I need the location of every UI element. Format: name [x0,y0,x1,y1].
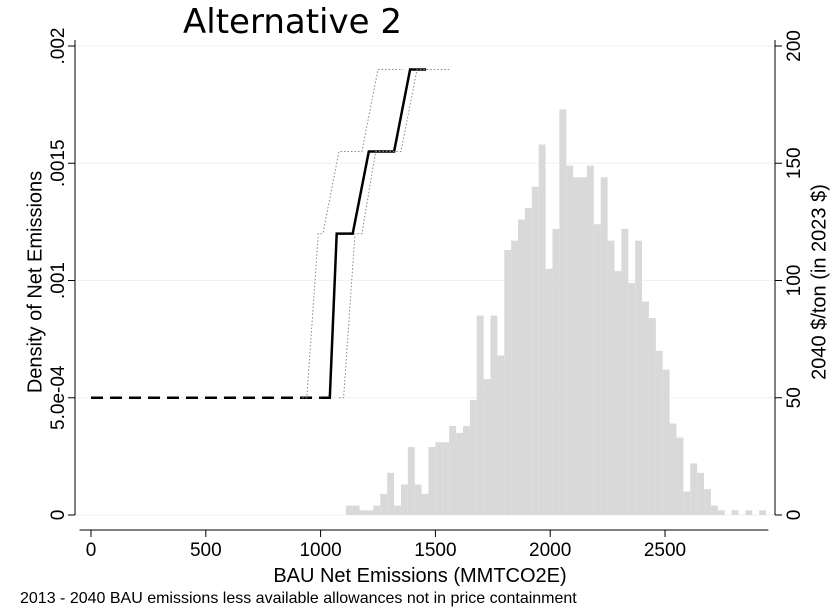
chart-footnote: 2013 - 2040 BAU emissions less available… [20,590,577,607]
histogram-bar [669,423,677,515]
histogram-bar [573,177,581,515]
x-tick-label: 0 [86,540,97,561]
x-tick-label: 2500 [644,540,686,561]
histogram-bar [662,369,670,515]
histogram-bar [759,510,767,515]
x-tick-label: 1000 [299,540,341,561]
histogram-bar [345,505,353,515]
x-tick-label: 1500 [414,540,456,561]
histogram-bar [717,510,725,515]
histogram-bar [642,301,649,515]
histogram-bar [373,505,381,515]
histogram-bar [490,315,498,515]
confidence-band-line [339,69,450,399]
y-axis-right-label: 2040 $/ton (in 2023 $) [808,184,831,380]
histogram-bar [518,219,525,515]
histogram-bar [524,207,532,515]
histogram-bar [476,315,484,515]
histogram-bar [545,268,553,515]
histogram-bar [394,505,401,515]
histogram-bar [483,378,491,515]
confidence-band-line [302,69,404,399]
histogram-bar [710,505,718,515]
x-tick-label: 2000 [529,540,571,561]
y-left-tick-label: .001 [48,262,69,299]
price-lines [91,68,450,400]
y-right-tick-label: 0 [784,510,805,521]
histogram-bar [414,484,422,515]
histogram-bar [421,493,429,515]
y-axis-left-label: Density of Net Emissions [24,170,47,394]
histogram-bar [387,472,395,515]
histogram-bar [648,318,656,515]
y-right-tick-label: 150 [784,147,805,179]
histogram-bar [586,165,594,515]
histogram-bar [552,228,560,515]
histogram-bar [704,489,711,515]
histogram-bar [497,355,505,515]
histogram-bar [607,240,615,515]
histogram-bar [449,425,457,515]
histogram-bar [731,510,739,515]
y-right-tick-label: 100 [784,265,805,297]
y-right-tick-label: 200 [784,30,805,62]
histogram-bar [690,463,698,515]
histogram-bar [428,446,436,515]
histogram-bar [593,224,601,515]
histogram-bar [600,177,608,515]
histogram-bar [504,250,512,515]
price-step-line [320,68,427,400]
histogram-bar [380,493,388,515]
histogram-bar [359,510,367,515]
y-left-tick-label: 5.0e-04 [48,365,69,430]
histogram-bar [456,432,463,515]
histogram-bar [697,472,705,515]
histogram-bar [559,109,567,515]
histogram-bar [511,240,519,515]
histogram-bar [435,442,443,515]
x-axis-label: BAU Net Emissions (MMTCO2E) [273,565,567,587]
histogram-bar [352,505,360,515]
histogram-bar [566,165,574,515]
axes: 0 500 1000 1500 2000 250005.0e-04.001.0015.00… [48,28,805,561]
histogram-bar [635,240,643,515]
y-left-tick-label: .0015 [48,139,69,187]
histogram-bar [655,350,663,515]
histogram-bar [580,177,587,515]
histogram-bar [531,186,539,515]
histogram-bar [400,484,408,515]
histogram-bar [745,510,753,515]
histogram-bar [469,400,477,515]
histogram-bar [676,437,684,515]
histogram-bar [407,446,415,515]
histogram-bars [345,109,767,516]
histogram-bar [621,228,629,515]
y-left-tick-label: .002 [48,28,69,65]
histogram-bar [442,442,450,515]
histogram-bar [683,491,691,515]
y-right-tick-label: 50 [784,387,805,408]
histogram-bar [628,282,636,515]
histogram-bar [462,425,470,515]
chart-title: Alternative 2 [183,2,402,42]
histogram-bar [366,510,374,515]
y-left-tick-label: 0 [48,510,69,521]
histogram-bar [614,271,622,515]
x-tick-label: 500 [190,540,222,561]
histogram-bar [538,144,546,516]
